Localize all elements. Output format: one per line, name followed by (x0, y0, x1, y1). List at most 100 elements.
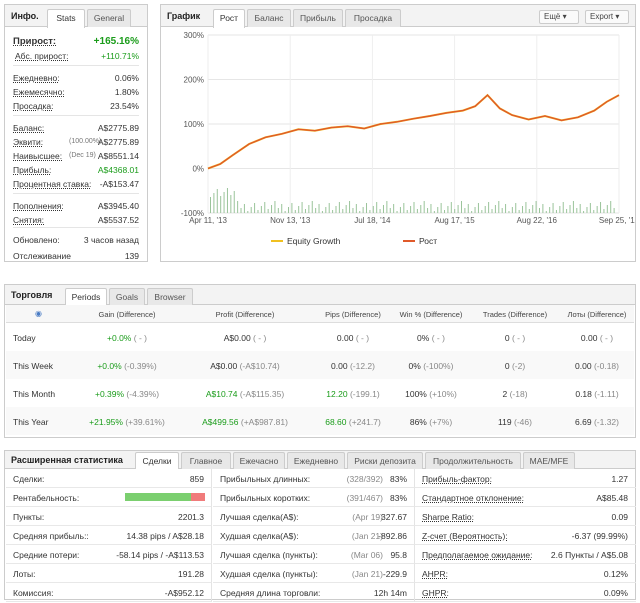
divider (13, 193, 139, 194)
volume-bar (600, 202, 602, 213)
profitability-fill (125, 493, 192, 501)
volume-bar (606, 205, 608, 213)
volume-bar (308, 205, 310, 213)
volume-bar (223, 192, 225, 213)
volume-bar (325, 207, 327, 213)
stat-label: Z-счет (Вероятность): (422, 531, 508, 541)
stat-value: 1.27 (611, 474, 628, 484)
stat-value: A$85.48 (596, 493, 628, 503)
x-tick-label: Nov 13, '13 (270, 216, 311, 225)
gain-cell: +21.95% (+39.61%) (89, 417, 165, 427)
profit-value: A$0.00 (223, 333, 251, 343)
tab-browser[interactable]: Browser (147, 288, 193, 305)
info-row-value: A$3945.40 (97, 201, 139, 211)
tab-ext-6[interactable]: MAE/MFE (523, 452, 575, 469)
tab-profit[interactable]: Прибыль (293, 9, 343, 27)
divider (13, 65, 139, 66)
gain-cell: +0.39% (-4.39%) (95, 389, 159, 399)
lots-value: 0.00 (580, 333, 598, 343)
x-tick-label: Sep 25, '17 (599, 216, 635, 225)
info-row-note: (100.00%) (69, 138, 102, 145)
column-header: Лоты (Difference) (567, 310, 627, 319)
volume-bar (267, 209, 269, 213)
stat-label: Средняя прибыль:: (13, 531, 89, 541)
win-cell: 0% ( - ) (417, 333, 445, 343)
info-row-label: Наивысшее: (13, 151, 63, 161)
stat-row (213, 469, 415, 488)
tab-periods[interactable]: Periods (65, 288, 107, 305)
trades-value: 2 (502, 389, 508, 399)
stat-value: 0.09% (603, 588, 628, 598)
stat-label: Сделки: (13, 474, 45, 484)
tab-drawdown[interactable]: Просадка (345, 9, 401, 27)
trading-header: Торговля Periods Goals Browser (5, 285, 635, 305)
stat-value: 0.09 (611, 512, 628, 522)
trades-cell: 2 (-18) (502, 389, 527, 399)
stat-value: 191.28 (178, 569, 204, 579)
volume-bar (566, 209, 568, 213)
profit-cell: A$0.00 ( - ) (224, 333, 267, 343)
info-row-value: A$2775.89 (97, 137, 139, 147)
tab-ext-0[interactable]: Сделки (135, 452, 179, 469)
volume-bar (301, 202, 303, 213)
tab-balance[interactable]: Баланс (247, 9, 291, 27)
export-button[interactable]: Export ▾ (585, 10, 629, 24)
volume-bar (237, 201, 239, 213)
win-cell: 100% (+10%) (405, 389, 457, 399)
volume-bar (481, 210, 483, 213)
volume-bar (535, 201, 537, 213)
volume-bar (379, 209, 381, 213)
stat-row (6, 526, 212, 545)
profit-value: A$0.00 (210, 361, 238, 371)
win-diff: (-100%) (423, 361, 454, 371)
volume-bar (484, 206, 486, 213)
y-tick-label: 100% (184, 120, 204, 129)
period-label: Today (13, 333, 36, 343)
volume-bar (572, 201, 574, 213)
info-row-note: (Dec 19) (69, 152, 96, 159)
volume-bar (359, 211, 361, 213)
gain-diff: (-0.39%) (124, 361, 157, 371)
info-row-label: Процентная ставка: (13, 179, 92, 189)
stat-label: Лоты: (13, 569, 36, 579)
volume-bar (254, 203, 256, 213)
volume-bar (596, 206, 598, 213)
volume-bar (437, 207, 439, 213)
tab-ext-4[interactable]: Риски депозита (347, 452, 423, 469)
tab-general[interactable]: General (87, 9, 131, 27)
info-row-value: A$4368.01 (97, 165, 139, 175)
more-button[interactable]: Ещё ▾ (539, 10, 579, 24)
volume-bar (528, 209, 530, 213)
volume-bar (396, 211, 398, 213)
tab-growth[interactable]: Рост (213, 9, 245, 28)
tab-ext-3[interactable]: Ежедневно (287, 452, 345, 469)
volume-bar (240, 208, 242, 213)
volume-bar (342, 209, 344, 213)
stat-value: 14.38 pips / A$28.18 (126, 531, 204, 541)
info-row-label: Эквити: (13, 137, 44, 147)
stat-label: Пункты: (13, 512, 45, 522)
lots-diff: (-0.18) (593, 361, 619, 371)
tab-goals[interactable]: Goals (109, 288, 145, 305)
pips-cell: 0.00 (-12.2) (331, 361, 375, 371)
info-row-label: Снятия: (13, 215, 45, 225)
gain-value: +0.39% (94, 389, 125, 399)
table-row (6, 323, 634, 351)
stat-row (213, 488, 415, 507)
tab-stats[interactable]: Stats (47, 9, 85, 28)
tab-ext-1[interactable]: Главное (181, 452, 231, 469)
trades-cell: 0 (-2) (505, 361, 525, 371)
stat-value: 2201.3 (178, 512, 204, 522)
volume-bar (501, 208, 503, 213)
volume-bar (257, 210, 259, 213)
volume-bar (338, 202, 340, 213)
volume-bar (243, 204, 245, 213)
pips-cell: 12.20 (-199.1) (326, 389, 379, 399)
tab-ext-2[interactable]: Ежечасно (233, 452, 285, 469)
info-row-value: 0.06% (114, 73, 139, 83)
volume-bar (403, 203, 405, 213)
stat-value: 0.12% (603, 569, 628, 579)
stat-label: AHPR: (422, 569, 448, 579)
tab-ext-5[interactable]: Продолжительность (425, 452, 521, 469)
pips-value: 0.00 (331, 361, 348, 371)
